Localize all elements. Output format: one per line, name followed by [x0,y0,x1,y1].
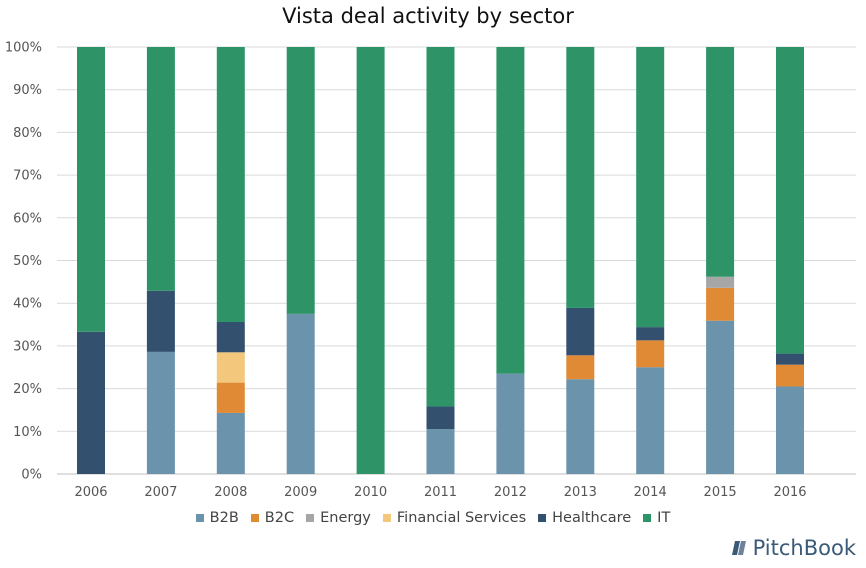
bar-segment-it-2013 [566,47,595,308]
y-tick-label: 40% [13,297,42,312]
x-tick-label: 2009 [284,485,317,500]
x-tick-label: 2007 [144,485,177,500]
y-tick-label: 30% [13,339,42,354]
bar-segment-healthcare-2014 [636,327,665,341]
bar-segment-b2b-2016 [776,386,804,474]
y-tick-label: 20% [13,382,42,397]
x-tick-label: 2012 [494,485,527,500]
bar-segment-b2b-2015 [706,320,735,474]
legend: B2B B2C Energy Financial Services Healthcare… [0,510,866,526]
legend-item-b2c: B2C [250,510,295,526]
legend-swatch [250,514,259,522]
bar-segment-b2b-2009 [286,313,315,474]
legend-swatch [382,514,391,522]
x-tick-label: 2011 [424,485,457,500]
bar-segment-it-2011 [426,47,455,407]
bar-segment-it-2012 [496,47,525,374]
bar-segment-energy-2015 [706,276,735,288]
x-tick-label: 2013 [564,485,597,500]
bar-stacks [77,47,804,474]
bar-segment-healthcare-2008 [216,321,245,353]
bar-segment-healthcare-2007 [146,290,175,352]
bar-segment-b2c-2014 [636,340,665,368]
legend-label: B2B [209,510,239,526]
pitchbook-logo: PitchBook [731,536,856,560]
legend-label: Healthcare [552,510,632,526]
bar-segment-it-2010 [356,47,385,474]
bar-segment-b2b-2007 [146,351,175,474]
bar-segment-it-2016 [776,47,804,354]
y-tick-label: 0% [21,468,42,483]
bar-segment-healthcare-2006 [77,331,105,474]
y-tick-label: 60% [13,211,42,226]
bar-segment-b2b-2011 [426,429,455,474]
x-tick-label: 2008 [214,485,247,500]
bar-segment-b2b-2013 [566,379,595,474]
bar-segment-healthcare-2011 [426,406,455,430]
bar-segment-b2c-2015 [706,287,735,321]
legend-label: B2C [264,510,295,526]
bar-segment-it-2008 [216,47,245,322]
x-tick-label: 2015 [704,485,737,500]
legend-item-it: IT [643,510,670,526]
bar-segment-b2b-2014 [636,367,665,474]
legend-item-healthcare: Healthcare [538,510,631,526]
x-tick-label: 2006 [74,485,107,500]
legend-label: Energy [320,510,371,526]
legend-label: IT [657,510,671,526]
legend-swatch [538,514,547,522]
bar-segment-b2b-2012 [496,373,525,474]
y-tick-label: 80% [13,126,42,141]
bar-segment-healthcare-2016 [776,353,804,365]
legend-swatch [643,514,652,522]
y-tick-label: 90% [13,83,42,98]
legend-label: Financial Services [396,510,527,526]
bar-segment-b2c-2013 [566,355,595,380]
x-tick-label: 2010 [354,485,387,500]
chart-plot: 0%10%20%30%40%50%60%70%80%90%100% 2006 20… [5,41,856,500]
bar-segment-healthcare-2013 [566,307,595,356]
pitchbook-book-icon [731,541,746,555]
legend-item-b2b: B2B [195,510,239,526]
bar-segment-it-2014 [636,47,665,328]
y-axis-tick-labels: 0% 10% 20% 30% 40% 50% 60% 70% 80% 90% 100% [5,41,42,483]
y-tick-label: 50% [13,254,42,269]
legend-item-financial-services: Financial Services [382,510,527,526]
x-tick-label: 2016 [773,485,806,500]
y-tick-label: 100% [5,41,42,56]
y-tick-label: 70% [13,169,42,184]
bar-segment-b2c-2008 [216,382,245,413]
bar-segment-b2c-2016 [776,364,804,387]
legend-swatch [306,514,315,522]
bar-segment-financial-services-2008 [216,352,245,383]
legend-item-energy: Energy [306,510,371,526]
bar-segment-it-2006 [77,47,105,332]
bar-segment-b2b-2008 [216,412,245,474]
y-tick-label: 10% [13,425,42,440]
x-axis-tick-labels: 2006 2007 2008 2009 2010 2011 2012 2013 2014 2015… [74,485,806,500]
legend-swatch [195,514,204,522]
gridlines [57,46,856,475]
bar-segment-it-2015 [706,47,735,277]
chart-title: Vista deal activity by sector [282,4,574,28]
bar-segment-it-2007 [146,47,175,291]
x-tick-label: 2014 [634,485,667,500]
bar-segment-it-2009 [286,47,315,314]
logo-text: PitchBook [752,536,856,560]
